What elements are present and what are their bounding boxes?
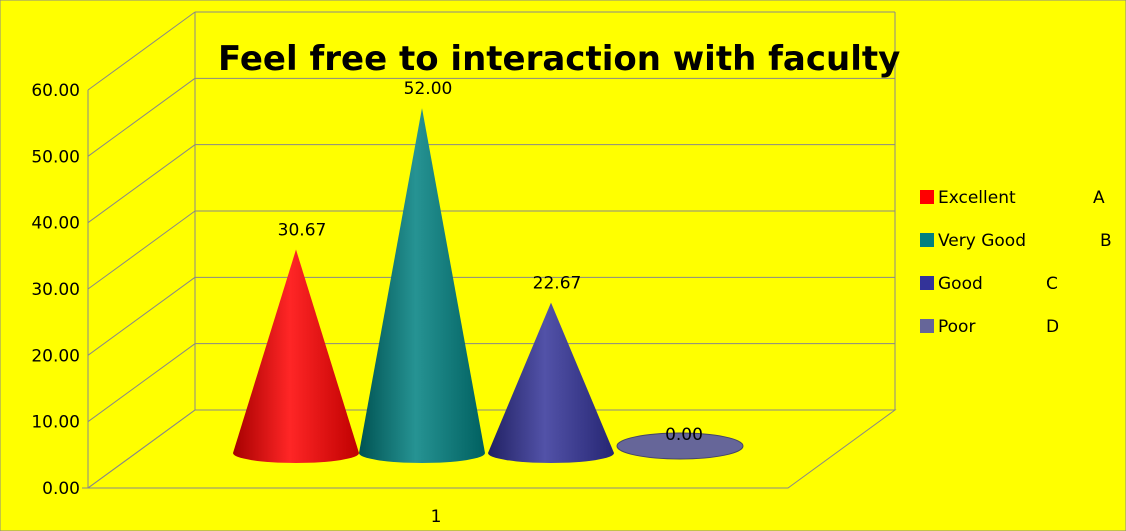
x-tick-label: 1 bbox=[431, 507, 442, 527]
legend-letter: C bbox=[1046, 274, 1058, 294]
y-tick-label: 30.00 bbox=[31, 280, 80, 300]
y-tick-label: 40.00 bbox=[31, 214, 80, 234]
legend-letter: D bbox=[1046, 317, 1059, 337]
data-label: 22.67 bbox=[533, 274, 582, 294]
side-gridline bbox=[87, 11, 196, 91]
side-gridline bbox=[87, 276, 196, 356]
side-gridline bbox=[87, 77, 196, 157]
legend: Excellent A Very Good B Good C Poor D bbox=[920, 188, 1112, 337]
legend-label: Very Good bbox=[938, 231, 1026, 251]
cone-very-good bbox=[359, 108, 485, 464]
legend-label: Poor bbox=[938, 317, 975, 337]
legend-letter: A bbox=[1093, 188, 1105, 208]
data-labels: 30.67 52.00 22.67 0.00 bbox=[278, 79, 703, 445]
y-tick-label: 60.00 bbox=[31, 81, 80, 101]
side-gridline bbox=[87, 343, 196, 423]
data-label: 30.67 bbox=[278, 221, 327, 241]
side-gridline bbox=[87, 210, 196, 290]
cones bbox=[233, 108, 744, 464]
cone-poor bbox=[616, 432, 744, 460]
legend-label: Excellent bbox=[938, 188, 1016, 208]
axes bbox=[82, 12, 897, 489]
y-tick-label: 50.00 bbox=[31, 147, 80, 167]
legend-swatch bbox=[920, 276, 934, 290]
chart-title: Feel free to interaction with faculty bbox=[218, 39, 900, 79]
y-tick-label: 0.00 bbox=[42, 479, 80, 499]
y-tick-label: 10.00 bbox=[31, 413, 80, 433]
legend-letter: B bbox=[1100, 231, 1112, 251]
y-tick-label: 20.00 bbox=[31, 346, 80, 366]
data-label: 0.00 bbox=[665, 425, 703, 445]
cone-excellent bbox=[233, 249, 359, 463]
legend-swatch bbox=[920, 319, 934, 333]
cone-good bbox=[488, 302, 614, 463]
legend-label: Good bbox=[938, 274, 983, 294]
data-label: 52.00 bbox=[404, 79, 453, 99]
side-gridline bbox=[87, 144, 196, 224]
legend-swatch bbox=[920, 190, 934, 204]
y-tick-labels: 0.00 10.00 20.00 30.00 40.00 50.00 60.00 bbox=[31, 81, 80, 499]
legend-swatch bbox=[920, 233, 934, 247]
